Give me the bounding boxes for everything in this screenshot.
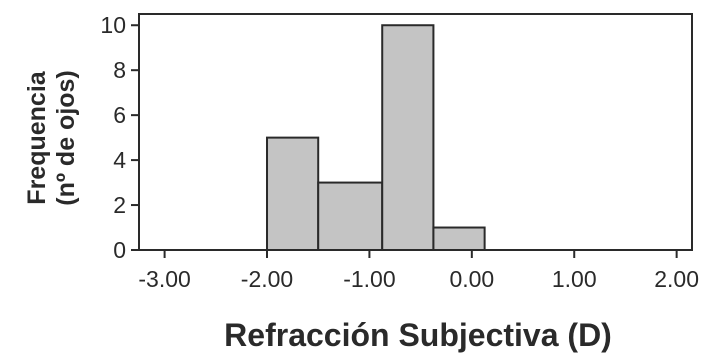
histogram-bar-4 [432, 226, 486, 251]
x-axis-title: Refracción Subjectiva (D) [224, 317, 612, 353]
y-axis: 0 2 4 6 8 10 [100, 12, 139, 263]
y-tick-label: 10 [100, 12, 126, 38]
histogram-bar-1 [266, 136, 320, 251]
y-axis-title-line-1-group: Frequencia [23, 70, 51, 204]
y-tick-label: 2 [113, 192, 126, 218]
x-axis: -3.00 -2.00 -1.00 0.00 1.00 2.00 [138, 250, 699, 292]
x-tick-label: 2.00 [654, 266, 699, 292]
x-tick-label: 0.00 [449, 266, 494, 292]
histogram-bar-2 [317, 181, 384, 251]
y-axis-title-line-2-group: (nº de ojos) [52, 70, 80, 206]
x-tick-label: 1.00 [552, 266, 597, 292]
plot-frame [138, 13, 693, 251]
y-tick-label: 0 [113, 237, 126, 263]
y-tick-label: 6 [113, 102, 126, 128]
x-tick-label: -3.00 [138, 266, 190, 292]
y-tick-label: 8 [113, 57, 126, 83]
bars-group [266, 24, 486, 251]
x-tick-label: -1.00 [343, 266, 395, 292]
y-axis-title-line-1: Frequencia [23, 70, 51, 204]
y-tick-label: 4 [113, 147, 126, 173]
x-tick-label: -2.00 [241, 266, 293, 292]
y-axis-title-line-2: (nº de ojos) [52, 70, 80, 206]
histogram-bar-3 [381, 24, 435, 251]
